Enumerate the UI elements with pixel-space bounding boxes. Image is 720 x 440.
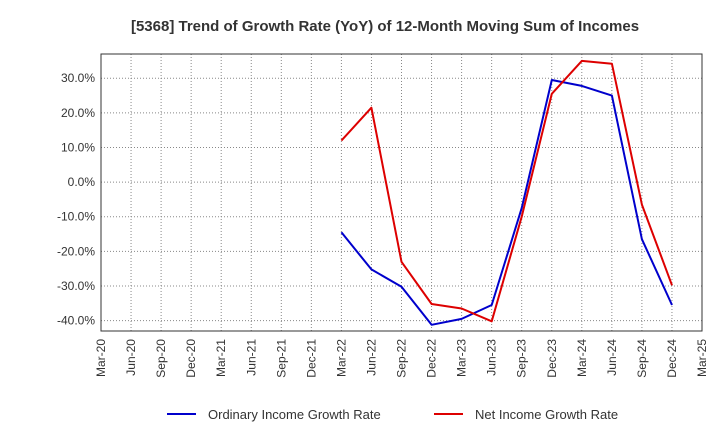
x-tick-label: Mar-20 (94, 339, 108, 377)
x-tick-label: Mar-23 (455, 339, 469, 377)
x-axis: Mar-20 Jun-20 Sep-20 Dec-20 Mar-21 Jun-21 Sep-… (94, 339, 709, 378)
legend: Ordinary Income Growth Rate Net Income Gr… (167, 407, 618, 422)
x-tick-label: Sep-21 (274, 339, 288, 378)
x-tick-label: Jun-20 (124, 339, 138, 376)
y-axis: -40.0% -30.0% -20.0% -10.0% 0.0% 10.0% 20.0% 30… (57, 71, 95, 327)
x-tick-label: Mar-24 (575, 339, 589, 377)
legend-label-2: Net Income Growth Rate (475, 407, 618, 422)
x-tick-label: Mar-21 (214, 339, 228, 377)
y-tick-label: -20.0% (57, 244, 95, 258)
x-tick-label: Sep-20 (154, 339, 168, 378)
x-tick-label: Sep-24 (635, 339, 649, 378)
y-tick-label: -40.0% (57, 314, 95, 328)
x-tick-label: Mar-25 (695, 339, 709, 377)
y-tick-label: 10.0% (61, 140, 95, 154)
x-tick-label: Sep-23 (515, 339, 529, 378)
y-tick-label: -30.0% (57, 279, 95, 293)
x-tick-label: Sep-22 (395, 339, 409, 378)
series-layer (340, 59, 673, 326)
series-line-1 (340, 79, 673, 326)
x-tick-label: Jun-21 (244, 339, 258, 376)
x-tick-label: Dec-20 (184, 339, 198, 378)
x-tick-label: Dec-24 (665, 339, 679, 378)
y-tick-label: 0.0% (68, 175, 96, 189)
x-tick-label: Dec-22 (425, 339, 439, 378)
x-tick-label: Dec-23 (545, 339, 559, 378)
plot-frame (100, 53, 703, 332)
chart-title: [5368] Trend of Growth Rate (YoY) of 12-… (131, 18, 639, 35)
x-tick-label: Jun-23 (485, 339, 499, 376)
grid (101, 54, 702, 331)
x-tick-label: Jun-24 (605, 339, 619, 376)
series-line-2 (340, 59, 673, 323)
y-tick-label: 30.0% (61, 71, 95, 85)
x-tick-label: Mar-22 (334, 339, 348, 377)
legend-label-1: Ordinary Income Growth Rate (208, 407, 381, 422)
x-tick-label: Dec-21 (304, 339, 318, 378)
x-tick-label: Jun-22 (364, 339, 378, 376)
y-tick-label: 20.0% (61, 106, 95, 120)
y-tick-label: -10.0% (57, 210, 95, 224)
